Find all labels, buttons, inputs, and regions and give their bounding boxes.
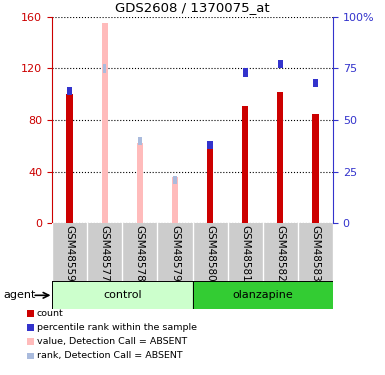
Bar: [228, 223, 263, 281]
Text: GSM48583: GSM48583: [310, 225, 320, 282]
Text: rank, Detection Call = ABSENT: rank, Detection Call = ABSENT: [37, 351, 182, 360]
Bar: [66, 94, 73, 223]
Bar: [102, 23, 108, 223]
Bar: [137, 143, 143, 223]
Bar: [173, 176, 177, 184]
Bar: [138, 136, 142, 145]
Text: GSM48581: GSM48581: [240, 225, 250, 282]
Bar: [243, 68, 248, 77]
Bar: [278, 60, 283, 68]
Text: agent: agent: [4, 290, 36, 300]
Bar: [87, 223, 122, 281]
Bar: [208, 141, 213, 149]
Text: GSM48582: GSM48582: [275, 225, 285, 282]
Bar: [157, 223, 192, 281]
Title: GDS2608 / 1370075_at: GDS2608 / 1370075_at: [115, 2, 270, 14]
Text: count: count: [37, 309, 64, 318]
Text: GSM48580: GSM48580: [205, 225, 215, 282]
Bar: [277, 92, 283, 223]
Bar: [313, 79, 318, 87]
Text: value, Detection Call = ABSENT: value, Detection Call = ABSENT: [37, 337, 187, 346]
Bar: [263, 223, 298, 281]
Text: olanzapine: olanzapine: [233, 290, 293, 300]
Text: GSM48578: GSM48578: [135, 225, 145, 282]
Text: control: control: [103, 290, 142, 300]
Bar: [298, 223, 333, 281]
Bar: [192, 223, 228, 281]
Bar: [242, 106, 248, 223]
Text: GSM48577: GSM48577: [100, 225, 110, 282]
Bar: [67, 87, 72, 95]
Text: GSM48559: GSM48559: [65, 225, 75, 282]
Bar: [52, 281, 192, 309]
Bar: [52, 223, 87, 281]
Bar: [312, 114, 319, 223]
Bar: [172, 177, 178, 223]
Bar: [122, 223, 157, 281]
Text: percentile rank within the sample: percentile rank within the sample: [37, 323, 197, 332]
Bar: [192, 281, 333, 309]
Bar: [103, 64, 106, 73]
Text: GSM48579: GSM48579: [170, 225, 180, 282]
Bar: [207, 146, 213, 223]
